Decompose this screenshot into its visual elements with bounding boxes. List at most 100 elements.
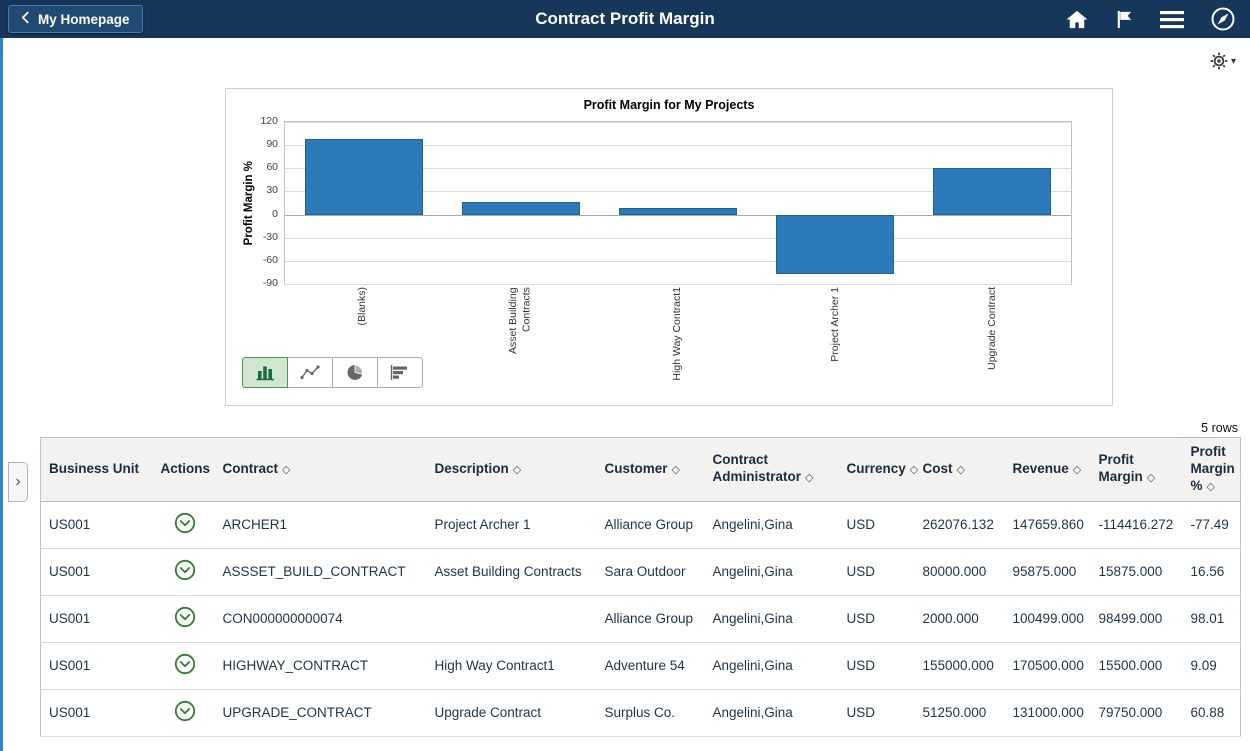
cell-contract: CON000000000074 [214, 595, 427, 643]
cell-currency: USD [838, 595, 915, 643]
back-button[interactable]: My Homepage [8, 5, 143, 33]
x-tick-label: Project Archer 1 [828, 287, 841, 362]
bar-Asset Building Contracts[interactable] [461, 201, 580, 215]
y-tick-label: 30 [266, 184, 278, 197]
bar-Upgrade Contract[interactable] [933, 167, 1052, 215]
bar-(Blanks)[interactable] [304, 138, 423, 215]
y-tick-label: 0 [272, 207, 278, 220]
gridline [285, 122, 1071, 123]
chart-title: Profit Margin for My Projects [583, 98, 755, 112]
related-actions-icon[interactable] [174, 606, 196, 631]
top-header: My Homepage Contract Profit Margin [0, 0, 1250, 38]
grid-body: US001 ARCHER1 Project Archer 1 Alliance Gro… [40, 501, 1241, 737]
y-tick-label: 120 [260, 115, 278, 127]
x-label-slot: Asset Building Contracts [442, 287, 600, 405]
sort-icon: ◇ [909, 463, 919, 476]
grid-row-5: US001 UPGRADE_CONTRACT Upgrade Contract Sur… [40, 689, 1241, 737]
x-label-slot: High Way Contract1 [599, 287, 757, 405]
cell-description: High Way Contract1 [426, 642, 597, 690]
cell-profit_margin: 98499.000 [1090, 595, 1183, 643]
y-tick-label: -60 [262, 253, 278, 266]
chart-plot [284, 121, 1072, 285]
col-header-label: Contract Administrator [712, 452, 802, 485]
cell-profit_margin: 15875.000 [1090, 548, 1183, 596]
home-icon[interactable] [1065, 9, 1089, 30]
col-header-contract[interactable]: Contract ◇ [214, 437, 427, 502]
bar-Project Archer 1[interactable] [776, 214, 895, 275]
sort-icon: ◇ [1072, 463, 1082, 476]
col-header-business_unit: Business Unit [40, 437, 153, 502]
cell-actions [152, 689, 215, 737]
cell-revenue: 131000.000 [1004, 689, 1091, 737]
cell-cost: 155000.000 [914, 642, 1005, 690]
col-header-description[interactable]: Description ◇ [426, 437, 597, 502]
cell-contract: HIGHWAY_CONTRACT [214, 642, 427, 690]
cell-customer: Alliance Group [596, 501, 705, 549]
x-tick-label: Upgrade Contract [986, 287, 999, 370]
chevron-left-icon [21, 11, 30, 27]
cell-contract: ASSSET_BUILD_CONTRACT [214, 548, 427, 596]
header-icon-group [1065, 6, 1250, 32]
col-header-customer[interactable]: Customer ◇ [596, 437, 705, 502]
x-tick-label: Asset Building Contracts [506, 287, 533, 354]
cell-customer: Alliance Group [596, 595, 705, 643]
cell-currency: USD [838, 548, 915, 596]
related-actions-icon[interactable] [174, 512, 196, 537]
cell-cost: 80000.000 [914, 548, 1005, 596]
gridline [285, 260, 1071, 262]
col-header-label: Profit Margin [1098, 452, 1143, 485]
sort-icon: ◇ [671, 463, 680, 476]
cell-contract_administrator: Angelini,Gina [704, 501, 839, 549]
cell-profit_margin_pct: 60.88 [1182, 689, 1241, 737]
col-header-cost[interactable]: Cost ◇ [914, 437, 1005, 502]
y-tick-label: -90 [262, 277, 278, 289]
col-header-revenue[interactable]: Revenue ◇ [1004, 437, 1091, 502]
y-axis-ticks: 120 90 60 30 0 -30 -60 -90 [250, 115, 280, 289]
gridline [285, 237, 1071, 239]
cell-actions [152, 548, 215, 596]
col-header-label: Description [434, 460, 509, 476]
cell-currency: USD [838, 642, 915, 690]
x-label-slot: Project Archer 1 [757, 287, 915, 405]
related-actions-icon[interactable] [174, 700, 196, 725]
cell-contract_administrator: Angelini,Gina [704, 595, 839, 643]
col-header-currency[interactable]: Currency ◇ [838, 437, 919, 502]
gridline [285, 191, 1071, 193]
cell-business_unit: US001 [40, 689, 153, 737]
col-header-profit_margin_pct[interactable]: Profit Margin % ◇ [1182, 437, 1241, 502]
chart-panel: Profit Margin for My Projects Profit Mar… [225, 88, 1113, 406]
page-content: ▾ Profit Margin for My Projects Profit M… [0, 38, 1250, 751]
col-header-contract_administrator[interactable]: Contract Administrator ◇ [704, 437, 839, 502]
grid-header: Business Unit Actions Contract ◇ Description… [40, 437, 1241, 502]
line-chart-button[interactable] [287, 357, 333, 388]
x-tick-label: High Way Contract1 [671, 287, 684, 381]
y-tick-label: -30 [262, 230, 278, 243]
col-header-label: Actions [160, 460, 211, 476]
cell-profit_margin: 79750.000 [1090, 689, 1183, 737]
horizontal-bar-chart-button[interactable] [377, 357, 423, 388]
cell-customer: Surplus Co. [596, 689, 705, 737]
actions-menu-icon[interactable] [1160, 10, 1184, 29]
related-actions-icon[interactable] [174, 559, 196, 584]
gear-icon[interactable]: ▾ [1210, 52, 1236, 70]
cell-description: Upgrade Contract [426, 689, 597, 737]
chart-type-toolbar [242, 357, 423, 388]
cell-customer: Adventure 54 [596, 642, 705, 690]
cell-cost: 51250.000 [914, 689, 1005, 737]
cell-revenue: 95875.000 [1004, 548, 1091, 596]
cell-currency: USD [838, 689, 915, 737]
sort-icon: ◇ [1146, 472, 1156, 485]
sort-icon: ◇ [1206, 480, 1215, 493]
cell-contract_administrator: Angelini,Gina [704, 689, 839, 737]
pie-chart-button[interactable] [332, 357, 378, 388]
cell-revenue: 100499.000 [1004, 595, 1091, 643]
related-actions-icon[interactable] [174, 653, 196, 678]
flag-icon[interactable] [1115, 9, 1134, 30]
bar-chart-button[interactable] [242, 357, 288, 388]
gridline [285, 168, 1071, 170]
col-header-profit_margin[interactable]: Profit Margin ◇ [1090, 437, 1183, 502]
col-header-label: Revenue [1012, 460, 1069, 476]
panel-expand-button[interactable]: › [8, 462, 28, 502]
bar-High Way Contract1[interactable] [619, 207, 737, 215]
navbar-compass-icon[interactable] [1210, 6, 1236, 32]
